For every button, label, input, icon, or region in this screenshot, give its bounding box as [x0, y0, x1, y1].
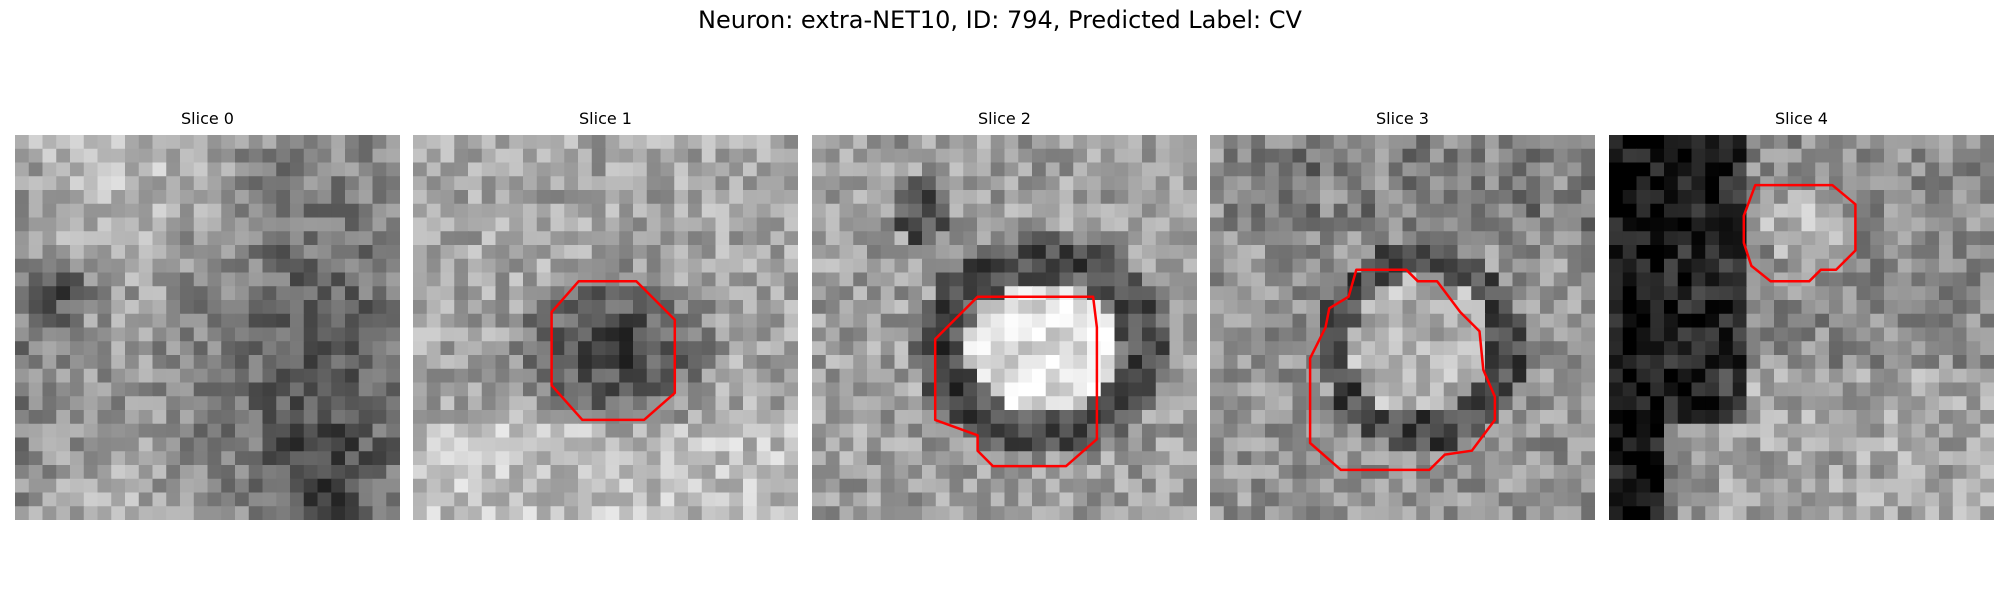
slice-title: Slice 3 — [1376, 109, 1429, 128]
slice-title: Slice 0 — [181, 109, 234, 128]
slice-panel-2: Slice 2 — [812, 108, 1197, 520]
slice-image — [1210, 135, 1595, 520]
slice-image — [1609, 135, 1994, 520]
roi-contour — [550, 280, 677, 422]
slice-image — [812, 135, 1197, 520]
slice-panel-1: Slice 1 — [413, 108, 798, 520]
roi-contour — [1742, 183, 1857, 283]
roi-contour — [933, 295, 1099, 468]
slice-title: Slice 4 — [1775, 109, 1828, 128]
slice-image — [15, 135, 400, 520]
slice-image — [413, 135, 798, 520]
roi-contour — [1308, 268, 1497, 472]
slice-title: Slice 1 — [579, 109, 632, 128]
figure-title: Neuron: extra-NET10, ID: 794, Predicted … — [698, 6, 1302, 34]
slice-panel-4: Slice 4 — [1609, 108, 1994, 520]
slice-panel-0: Slice 0 — [15, 108, 400, 520]
slice-panel-3: Slice 3 — [1210, 108, 1595, 520]
slice-title: Slice 2 — [978, 109, 1031, 128]
